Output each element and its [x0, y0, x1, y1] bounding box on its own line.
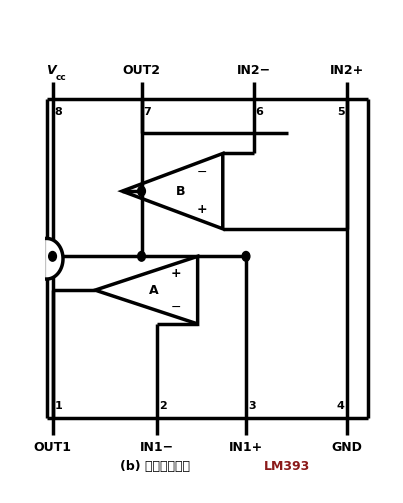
- Text: 2: 2: [159, 401, 167, 411]
- Text: −: −: [196, 166, 207, 179]
- Text: IN1+: IN1+: [229, 441, 263, 454]
- Text: B: B: [175, 185, 185, 198]
- Text: LM393: LM393: [264, 460, 310, 473]
- Text: (b) 双电压比较器: (b) 双电压比较器: [120, 460, 190, 473]
- Text: 6: 6: [256, 107, 264, 117]
- Text: OUT2: OUT2: [123, 64, 160, 76]
- Text: IN2+: IN2+: [330, 64, 364, 76]
- Text: A: A: [149, 284, 159, 297]
- Text: 3: 3: [248, 401, 256, 411]
- Circle shape: [138, 252, 145, 261]
- Text: V: V: [46, 64, 56, 76]
- Text: 4: 4: [337, 401, 345, 411]
- Text: +: +: [171, 267, 182, 280]
- Text: IN2−: IN2−: [237, 64, 271, 76]
- Circle shape: [49, 252, 56, 261]
- Text: 8: 8: [54, 107, 62, 117]
- Text: 7: 7: [143, 107, 151, 117]
- Wedge shape: [47, 238, 63, 279]
- Circle shape: [242, 252, 250, 261]
- Circle shape: [138, 186, 145, 196]
- Text: 5: 5: [337, 107, 345, 117]
- Text: GND: GND: [331, 441, 362, 454]
- Text: cc: cc: [56, 73, 66, 82]
- Text: IN1−: IN1−: [140, 441, 174, 454]
- Text: +: +: [196, 203, 207, 216]
- Text: 1: 1: [54, 401, 62, 411]
- Text: −: −: [171, 300, 182, 313]
- Text: OUT1: OUT1: [33, 441, 72, 454]
